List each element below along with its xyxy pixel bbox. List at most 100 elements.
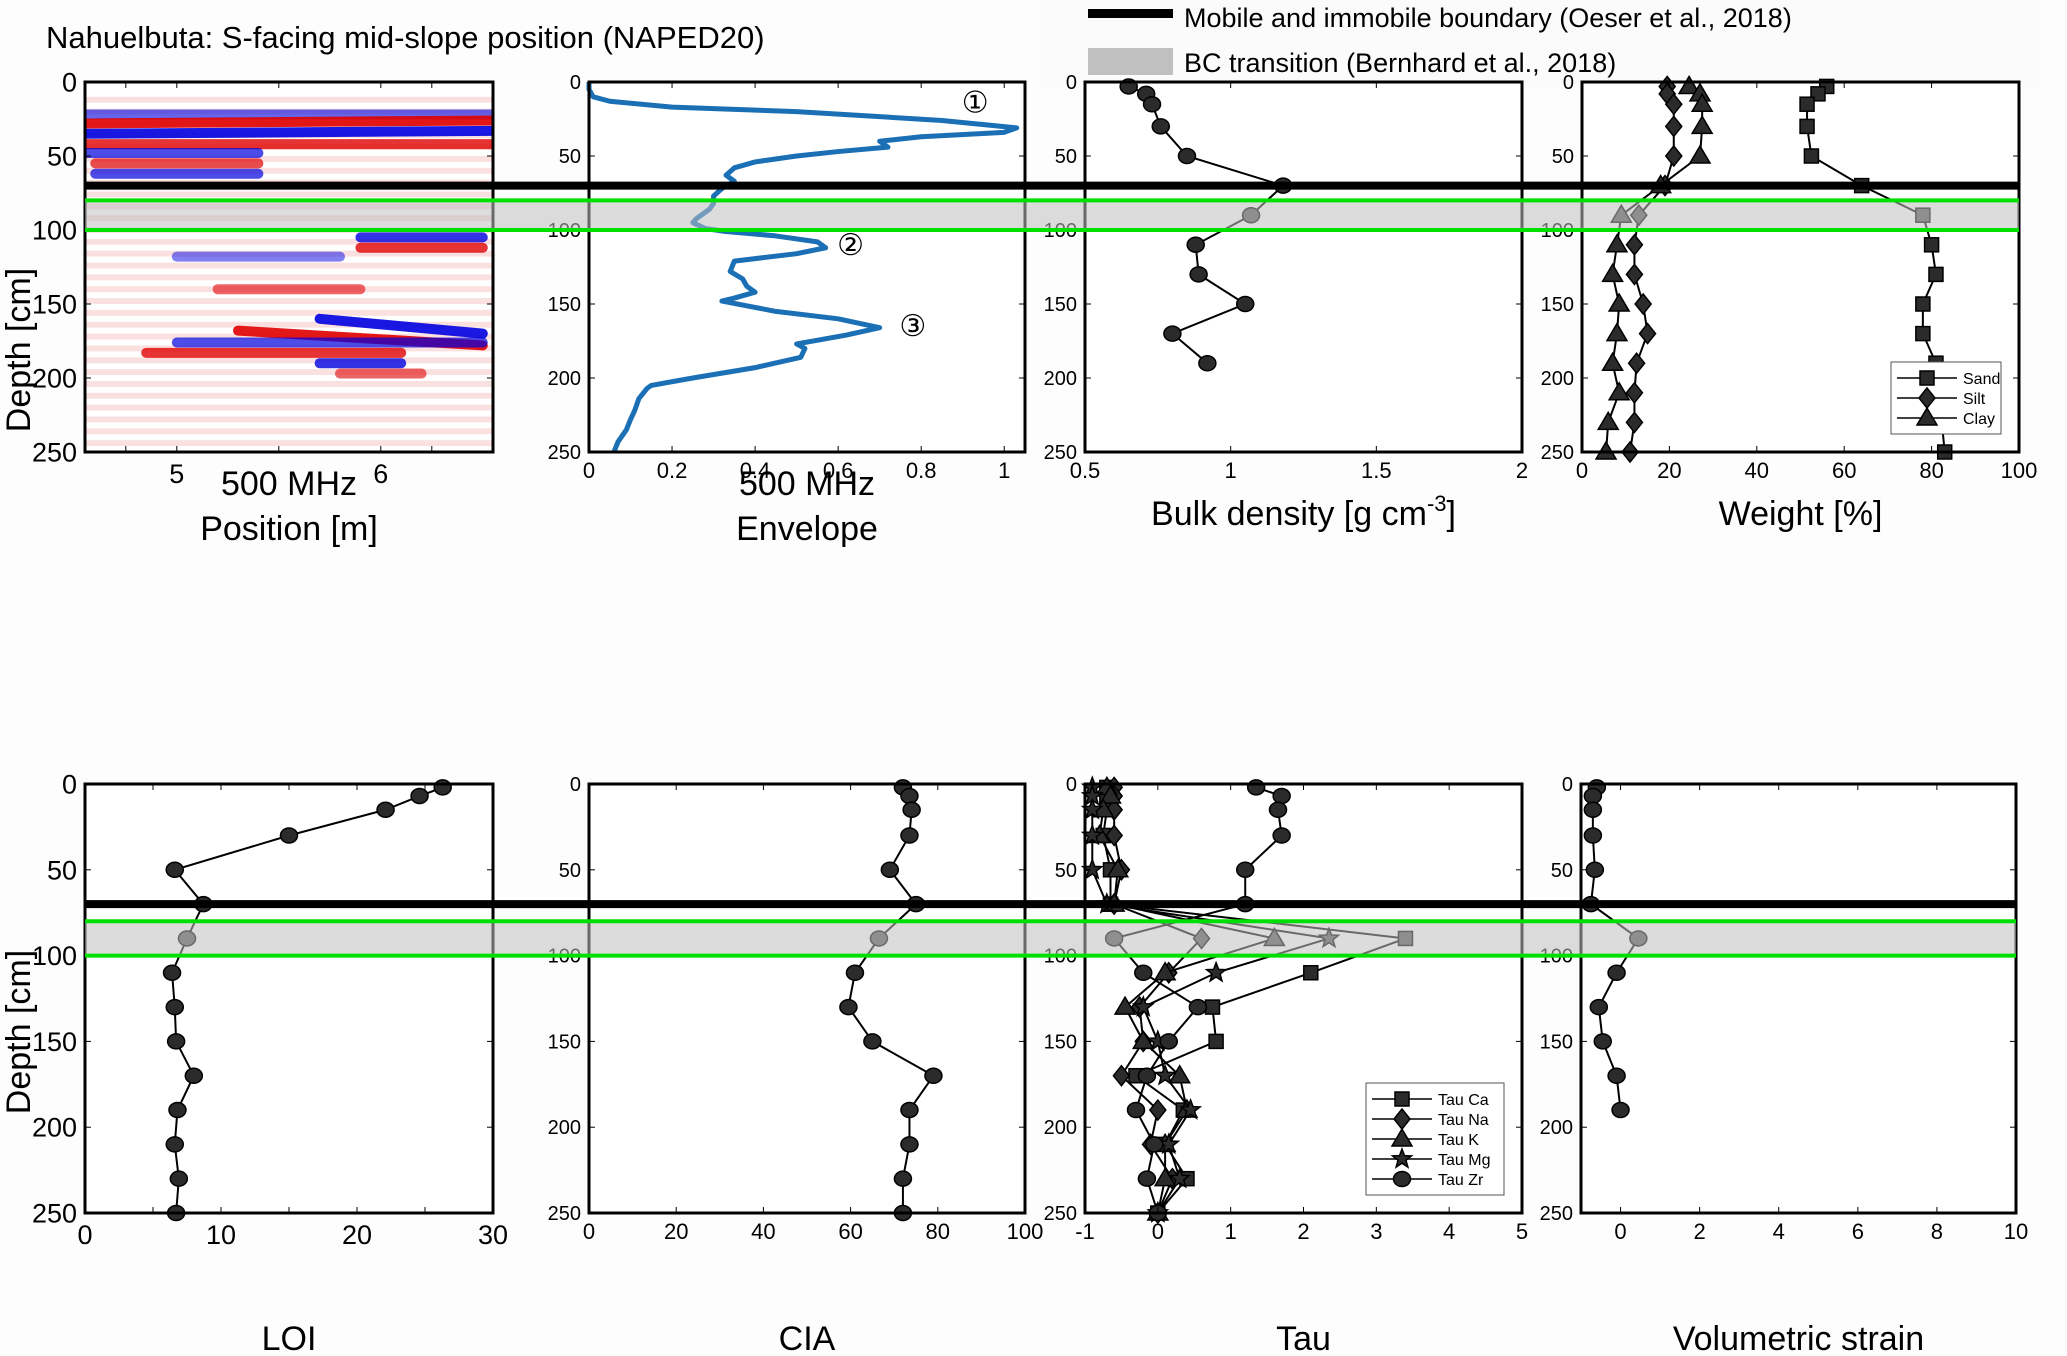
y-tick-label: 0: [62, 67, 77, 97]
x-tick-label: 0: [1152, 1219, 1164, 1244]
radargram-band: [85, 404, 493, 411]
x-tick-label: 0.4: [740, 458, 771, 483]
data-point: [1168, 1064, 1191, 1084]
panel-volumetric-strain: 0501001502002500246810Volumetric strain: [1540, 774, 2029, 1356]
plot-area: [589, 784, 1025, 1213]
data-point: [1204, 999, 1221, 1015]
radargram-band: [85, 440, 493, 447]
radargram-reflector: [314, 313, 488, 339]
data-point: [162, 964, 182, 982]
data-point: [1272, 827, 1291, 844]
y-tick-label: 50: [559, 860, 581, 882]
data-point: [279, 827, 299, 844]
y-tick-label: 150: [548, 1031, 581, 1053]
data-point: [1690, 92, 1714, 112]
x-tick-label: 8: [1931, 1219, 1943, 1244]
legend-item: Tau Ca: [1372, 1091, 1489, 1109]
bc-transition-band: [85, 921, 2016, 956]
data-point: [1268, 801, 1288, 818]
radargram-band: [85, 428, 493, 435]
x-axis-label: Volumetric strain: [1673, 1320, 1924, 1356]
axes-frame: [1580, 80, 2021, 454]
data-point: [1189, 266, 1208, 283]
radargram-band: [85, 380, 493, 387]
data-point: [1142, 95, 1162, 113]
data-point: [1634, 292, 1653, 316]
y-tick-label: 50: [47, 855, 77, 885]
data-point: [1915, 325, 1931, 342]
data-point: [1589, 998, 1609, 1016]
y-tick-label: 250: [1541, 442, 1574, 464]
legend-label: Tau Ca: [1438, 1092, 1489, 1109]
x-tick-label: 6: [373, 459, 388, 489]
figure-legend-background: [1040, 0, 2040, 88]
y-tick-label: 150: [1044, 1031, 1077, 1053]
y-tick-label: 150: [1044, 294, 1077, 316]
radargram-band: [85, 416, 493, 423]
radargram-band: [85, 167, 493, 174]
data-point: [1163, 325, 1182, 342]
y-tick-label: 200: [548, 368, 581, 390]
data-point: [1583, 787, 1603, 805]
data-point: [1151, 118, 1170, 135]
y-tick-label: 0: [1563, 72, 1574, 94]
y-tick-label: 50: [1552, 146, 1574, 168]
data-point: [1607, 1067, 1626, 1084]
x-tick-label: 10: [206, 1220, 236, 1250]
legend-marker-square-icon: [1919, 370, 1935, 386]
data-point: [1153, 1167, 1177, 1187]
data-point: [1625, 263, 1644, 286]
data-point: [880, 861, 900, 879]
x-tick-label: 5: [1516, 1219, 1528, 1244]
x-axis-label: LOI: [262, 1320, 317, 1356]
x-tick-label: 6: [1852, 1219, 1864, 1244]
data-point: [1607, 964, 1626, 982]
x-axis-label: Weight [%]: [1719, 495, 1883, 533]
y-tick-label: 250: [32, 1198, 77, 1228]
figure-title: Nahuelbuta: S-facing mid-slope position …: [46, 20, 765, 55]
axes-frame: [587, 782, 1027, 1215]
radargram-band: [85, 321, 493, 328]
data-point: [1583, 827, 1603, 844]
data-point: [863, 1033, 882, 1050]
legend-label: Tau Zr: [1438, 1172, 1484, 1189]
legend-item: Tau K: [1372, 1127, 1479, 1149]
data-point: [1235, 861, 1255, 879]
data-point: [1799, 96, 1815, 112]
y-tick-label: 200: [32, 1113, 77, 1143]
data-point: [1690, 114, 1714, 135]
y-tick-label: 0: [1066, 72, 1077, 94]
y-tick-label: 150: [548, 294, 581, 316]
radargram-band: [85, 392, 493, 399]
x-tick-label: 20: [342, 1220, 372, 1250]
data-point: [1607, 381, 1631, 401]
radargram-band: [85, 369, 493, 376]
data-point: [1186, 236, 1205, 254]
x-axis-label: Envelope: [736, 510, 878, 548]
peak-annotation: ③: [899, 310, 926, 343]
data-point: [1627, 351, 1646, 375]
plot-area: [1581, 784, 2016, 1213]
radargram-band: [85, 274, 493, 281]
data-point: [166, 1033, 186, 1050]
series-loi: [162, 779, 452, 1222]
x-tick-label: 2: [1516, 458, 1528, 483]
data-point: [1803, 148, 1820, 164]
legend-marker-square-icon: [1394, 1091, 1410, 1107]
data-point: [1177, 147, 1197, 165]
data-point: [1208, 1033, 1224, 1050]
x-tick-label: 2: [1297, 1219, 1309, 1244]
data-point: [1204, 960, 1228, 983]
data-point: [1131, 994, 1155, 1017]
radargram-band: [85, 298, 493, 304]
legend-marker-triangle-icon: [1390, 1127, 1414, 1147]
radargram-band: [85, 309, 493, 316]
x-tick-label: 30: [478, 1220, 508, 1250]
y-tick-label: 250: [1044, 1203, 1077, 1225]
y-tick-label: 50: [1055, 146, 1077, 168]
legend-item: Clay: [1897, 406, 1995, 428]
y-tick-label: 100: [32, 941, 77, 971]
data-point: [1625, 411, 1644, 434]
x-axis-label: Tau: [1276, 1320, 1331, 1356]
